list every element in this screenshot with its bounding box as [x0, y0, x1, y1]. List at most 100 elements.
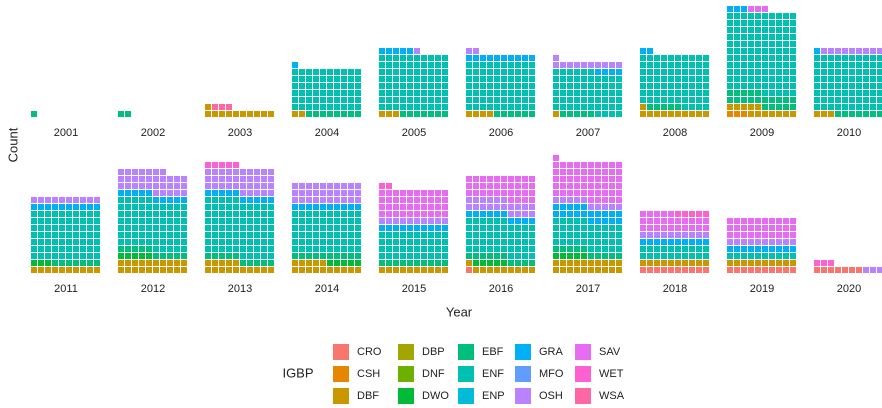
waffle-cell: [327, 246, 333, 252]
waffle-cell: [139, 218, 145, 224]
waffle-cell: [118, 204, 124, 210]
waffle-cell: [205, 239, 211, 245]
waffle-cell: [821, 69, 827, 75]
waffle-cell: [240, 267, 246, 273]
waffle-cell: [181, 204, 187, 210]
waffle-cell: [814, 260, 820, 266]
waffle-cell: [181, 246, 187, 252]
waffle-cell: [588, 176, 594, 182]
waffle-cell: [616, 104, 622, 110]
waffle-cell: [393, 111, 399, 117]
waffle-cell: [160, 260, 166, 266]
waffle-cell: [487, 246, 493, 252]
waffle-cell: [435, 253, 441, 259]
waffle-cell: [849, 69, 855, 75]
waffle-cell: [233, 211, 239, 217]
waffle-cell: [480, 183, 486, 189]
waffle-cell: [94, 218, 100, 224]
waffle-cell: [146, 218, 152, 224]
waffle-cell: [435, 69, 441, 75]
waffle-cell: [146, 239, 152, 245]
waffle-cell: [741, 55, 747, 61]
waffle-cell: [821, 76, 827, 82]
waffle-cell: [609, 253, 615, 259]
waffle-cell: [247, 218, 253, 224]
waffle-cell: [487, 253, 493, 259]
waffle-cell: [508, 76, 514, 82]
waffle-cell: [487, 76, 493, 82]
waffle-cell: [508, 225, 514, 231]
waffle-cell: [226, 176, 232, 182]
waffle-cell: [640, 246, 646, 252]
waffle-cell: [442, 246, 448, 252]
waffle-cell: [501, 104, 507, 110]
waffle-cell: [421, 211, 427, 217]
waffle-cell: [386, 267, 392, 273]
waffle-cell: [501, 204, 507, 210]
waffle-cell: [94, 197, 100, 203]
waffle-cell: [814, 97, 820, 103]
waffle-cell: [379, 204, 385, 210]
waffle-cell: [118, 260, 124, 266]
waffle-cell: [393, 55, 399, 61]
waffle-cell: [877, 62, 882, 68]
waffle-cell: [181, 225, 187, 231]
waffle-cell: [828, 267, 834, 273]
waffle-cell: [689, 232, 695, 238]
waffle-cell: [581, 62, 587, 68]
waffle-cell: [661, 253, 667, 259]
waffle-cell: [226, 246, 232, 252]
waffle-cell: [581, 218, 587, 224]
waffle-cell: [379, 83, 385, 89]
waffle-cell: [212, 169, 218, 175]
waffle-cell: [762, 69, 768, 75]
waffle-cell: [769, 239, 775, 245]
waffle-cell: [588, 267, 594, 273]
waffle-cell: [755, 34, 761, 40]
waffle-cell: [400, 267, 406, 273]
panel-label: 2015: [402, 283, 426, 295]
waffle-cell: [146, 176, 152, 182]
waffle-cell: [609, 225, 615, 231]
panel-label: 2013: [228, 283, 252, 295]
waffle-cell: [132, 218, 138, 224]
waffle-cell: [675, 239, 681, 245]
waffle-cell: [393, 225, 399, 231]
waffle-cell: [790, 76, 796, 82]
waffle-cell: [306, 218, 312, 224]
waffle-cell: [755, 260, 761, 266]
waffle-cell: [748, 41, 754, 47]
waffle-cell: [703, 83, 709, 89]
waffle-cell: [560, 218, 566, 224]
x-axis-label: Year: [446, 304, 473, 319]
waffle-cell: [755, 225, 761, 231]
waffle-cell: [835, 111, 841, 117]
waffle-cell: [212, 232, 218, 238]
legend-label: ENF: [482, 368, 504, 380]
waffle-cell: [414, 225, 420, 231]
waffle-cell: [414, 253, 420, 259]
waffle-cell: [581, 90, 587, 96]
waffle-cell: [233, 183, 239, 189]
waffle-cell: [226, 211, 232, 217]
waffle-cell: [501, 239, 507, 245]
waffle-cell: [386, 197, 392, 203]
waffle-cell: [783, 90, 789, 96]
waffle-cell: [602, 104, 608, 110]
waffle-cell: [727, 104, 733, 110]
waffle-cell: [515, 69, 521, 75]
waffle-cell: [647, 111, 653, 117]
waffle-cell: [574, 183, 580, 189]
waffle-cell: [748, 267, 754, 273]
waffle-cell: [508, 239, 514, 245]
waffle-cell: [609, 97, 615, 103]
waffle-cell: [727, 41, 733, 47]
waffle-cell: [414, 55, 420, 61]
waffle-cell: [261, 225, 267, 231]
waffle-cell: [466, 97, 472, 103]
waffle-cell: [501, 218, 507, 224]
waffle-cell: [696, 232, 702, 238]
waffle-cell: [595, 62, 601, 68]
waffle-cell: [647, 97, 653, 103]
waffle-cell: [581, 253, 587, 259]
